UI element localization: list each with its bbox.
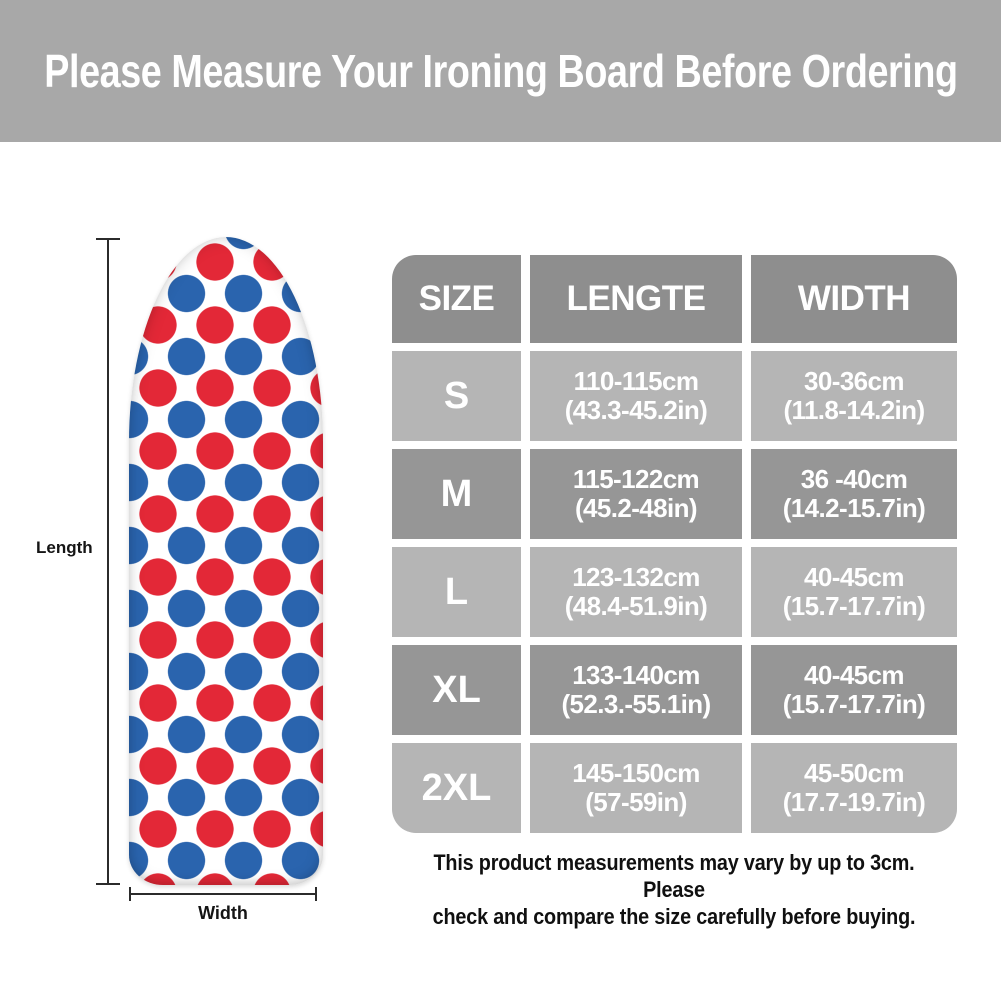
- length-in-xl: (52.3.-55.1in): [561, 689, 711, 719]
- length-in-l: (48.4-51.9in): [564, 591, 708, 621]
- width-cm-xl: 40-45cm: [804, 660, 904, 690]
- length-cell-2xl: 145-150cm (57-59in): [530, 743, 742, 833]
- size-cell-m: M: [392, 449, 521, 539]
- length-in-2xl: (57-59in): [585, 787, 687, 817]
- length-cell-xl: 133-140cm (52.3.-55.1in): [530, 645, 742, 735]
- length-in-s: (43.3-45.2in): [564, 395, 708, 425]
- length-cm-m: 115-122cm: [572, 464, 700, 494]
- length-measure-line: [96, 238, 120, 885]
- size-cell-xl: XL: [392, 645, 521, 735]
- length-cm-2xl: 145-150cm: [572, 758, 700, 788]
- width-label: Width: [198, 903, 248, 923]
- size-cell-2xl: 2XL: [392, 743, 521, 833]
- table-header-width: WIDTH: [751, 255, 957, 343]
- length-cell-s: 110-115cm (43.3-45.2in): [530, 351, 742, 441]
- table-header-size: SIZE: [392, 255, 521, 343]
- length-cell-l: 123-132cm (48.4-51.9in): [530, 547, 742, 637]
- width-in-xl: (15.7-17.7in): [782, 689, 926, 719]
- banner-title: Please Measure Your Ironing Board Before…: [43, 45, 958, 97]
- size-cell-l: L: [392, 547, 521, 637]
- disclaimer-text: This product measurements may vary by up…: [404, 849, 944, 930]
- disclaimer-line-2: check and compare the size carefully bef…: [432, 904, 916, 929]
- width-cell-2xl: 45-50cm (17.7-19.7in): [751, 743, 957, 833]
- width-in-2xl: (17.7-19.7in): [782, 787, 926, 817]
- width-cell-l: 40-45cm (15.7-17.7in): [751, 547, 957, 637]
- table-header-length: LENGTE: [530, 255, 742, 343]
- disclaimer-line-1: This product measurements may vary by up…: [433, 850, 915, 902]
- length-cm-xl: 133-140cm: [572, 660, 700, 690]
- width-cm-s: 30-36cm: [804, 366, 904, 396]
- width-cell-s: 30-36cm (11.8-14.2in): [751, 351, 957, 441]
- width-in-m: (14.2-15.7in): [782, 493, 926, 523]
- width-measure-line: [129, 887, 317, 901]
- size-table: SIZE LENGTE WIDTH S 110-115cm (43.3-45.2…: [392, 255, 957, 833]
- width-in-s: (11.8-14.2in): [783, 395, 925, 425]
- width-cell-m: 36 -40cm (14.2-15.7in): [751, 449, 957, 539]
- length-in-m: (45.2-48in): [574, 493, 698, 523]
- width-in-l: (15.7-17.7in): [782, 591, 926, 621]
- width-cm-m: 36 -40cm: [800, 464, 908, 494]
- width-cell-xl: 40-45cm (15.7-17.7in): [751, 645, 957, 735]
- length-cm-s: 110-115cm: [573, 366, 699, 396]
- length-label: Length: [36, 538, 93, 557]
- length-cm-l: 123-132cm: [572, 562, 700, 592]
- width-cm-l: 40-45cm: [804, 562, 904, 592]
- length-cell-m: 115-122cm (45.2-48in): [530, 449, 742, 539]
- width-cm-2xl: 45-50cm: [804, 758, 904, 788]
- ironing-board-graphic: [129, 237, 323, 885]
- banner: Please Measure Your Ironing Board Before…: [0, 0, 1001, 142]
- size-cell-s: S: [392, 351, 521, 441]
